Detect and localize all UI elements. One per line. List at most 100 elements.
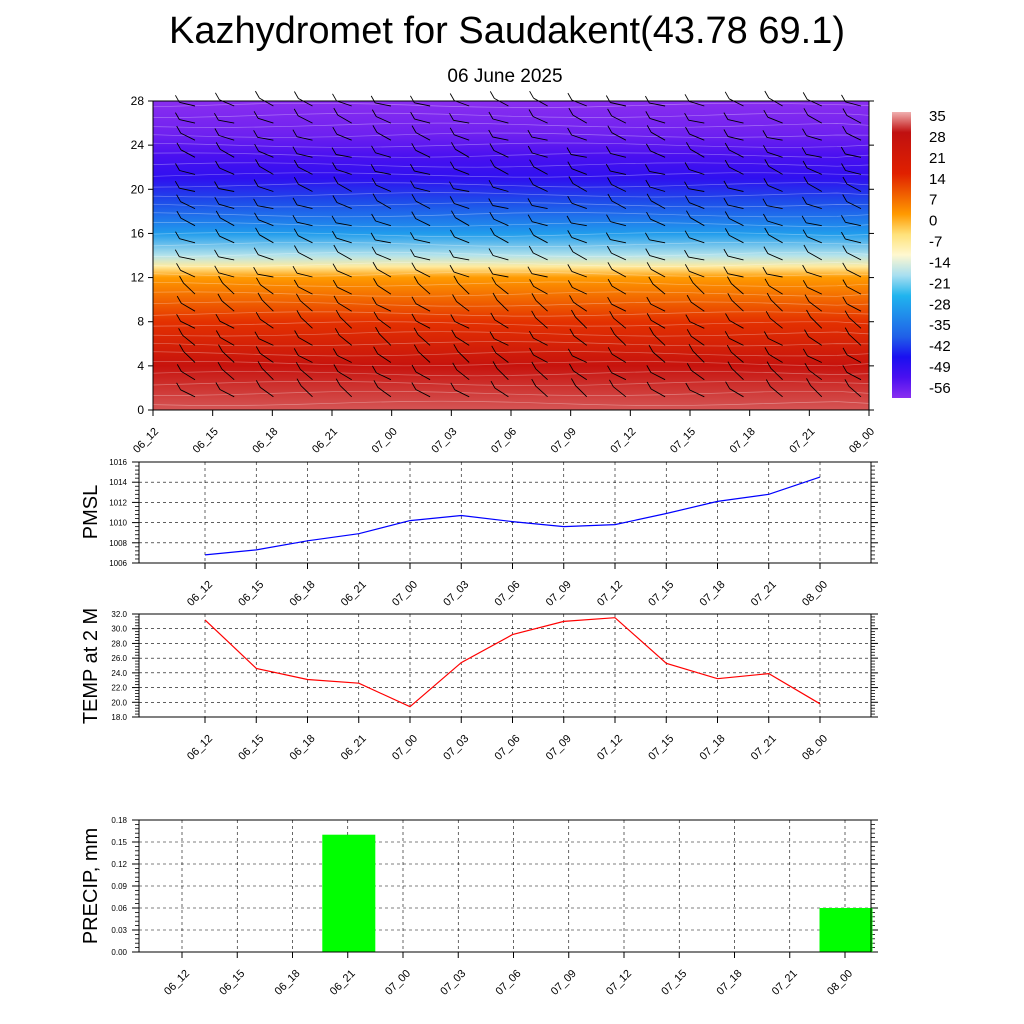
wind-barb bbox=[489, 91, 509, 107]
wind-barb bbox=[645, 179, 666, 192]
y-tick-label: 0.09 bbox=[111, 882, 127, 891]
y-tick-label: 22.0 bbox=[111, 684, 127, 693]
contour-line bbox=[152, 241, 870, 247]
wind-barb bbox=[294, 91, 313, 107]
contour-line bbox=[152, 301, 870, 307]
wind-barb bbox=[646, 211, 666, 227]
wind-barb bbox=[684, 181, 705, 192]
wind-barb bbox=[842, 347, 862, 363]
wind-barb bbox=[293, 176, 313, 192]
wind-barb bbox=[764, 90, 783, 107]
wind-barb bbox=[296, 378, 313, 398]
wind-barb bbox=[685, 382, 705, 398]
y-tick-label: 0.06 bbox=[111, 904, 127, 913]
contour-line bbox=[152, 112, 870, 118]
contour-line bbox=[152, 390, 870, 396]
wind-barb bbox=[490, 380, 509, 398]
wind-barb bbox=[527, 129, 548, 141]
wind-barb bbox=[492, 361, 509, 381]
wind-barb bbox=[763, 213, 783, 227]
wind-barb bbox=[293, 159, 313, 175]
wind-barb bbox=[686, 142, 705, 158]
wind-barb bbox=[724, 159, 744, 175]
wind-barb bbox=[842, 245, 862, 261]
wind-barb bbox=[531, 293, 548, 312]
wind-barb bbox=[176, 210, 196, 227]
wind-barb bbox=[215, 330, 235, 346]
wind-barb bbox=[450, 229, 470, 244]
wind-barb bbox=[488, 248, 509, 261]
y-tick-label: 30.0 bbox=[111, 625, 127, 634]
vertical-temperature-cross-section: 0 4 8 12 16 20 24 28 06_12 06_15 06_18 06_21 07_00 07… bbox=[131, 90, 877, 456]
wind-barb bbox=[649, 327, 666, 346]
wind-barb bbox=[253, 247, 274, 261]
x-tick-label: 07_21 bbox=[749, 579, 779, 609]
wind-barb bbox=[292, 146, 313, 158]
wind-barb bbox=[842, 296, 862, 312]
y-axis-label: PMSL bbox=[80, 485, 102, 539]
wind-barb bbox=[726, 344, 744, 363]
wind-barb bbox=[413, 327, 431, 346]
wind-barb bbox=[492, 292, 509, 312]
wind-barb bbox=[214, 196, 235, 210]
wind-barb bbox=[605, 163, 626, 175]
x-tick-label: 06_12 bbox=[131, 426, 161, 456]
wind-barb bbox=[253, 179, 274, 192]
wind-barb bbox=[723, 129, 744, 141]
wind-barb bbox=[763, 145, 783, 158]
wind-barb bbox=[804, 362, 823, 381]
x-tick-label: 06_21 bbox=[339, 579, 369, 609]
wind-barb bbox=[765, 379, 783, 398]
wind-barb bbox=[802, 348, 822, 363]
wind-barb bbox=[607, 177, 627, 192]
wind-barb bbox=[806, 309, 823, 329]
x-tick-label: 08_00 bbox=[800, 579, 830, 609]
colorbar-scale bbox=[892, 112, 911, 398]
wind-barb bbox=[842, 365, 862, 381]
wind-barb bbox=[255, 227, 274, 244]
wind-barb bbox=[490, 227, 509, 244]
wind-barb bbox=[766, 361, 783, 381]
x-tick-label: 07_00 bbox=[383, 968, 413, 998]
wind-barb bbox=[842, 125, 862, 141]
wind-barb bbox=[763, 331, 783, 346]
wind-barb bbox=[607, 108, 627, 124]
wind-barb bbox=[332, 263, 352, 278]
colorbar-label: -49 bbox=[929, 359, 951, 376]
wind-barb bbox=[684, 230, 705, 244]
wind-barb bbox=[801, 215, 822, 227]
wind-barb bbox=[806, 378, 823, 398]
wind-barbs bbox=[174, 90, 862, 398]
wind-barb bbox=[214, 128, 235, 141]
wind-barb bbox=[294, 245, 313, 261]
x-tick-label: 07_15 bbox=[668, 426, 698, 456]
wind-barb bbox=[451, 142, 470, 158]
wind-barb bbox=[449, 181, 470, 192]
y-tick-label: 1008 bbox=[109, 539, 127, 548]
wind-barb bbox=[725, 313, 744, 329]
x-tick-label: 07_12 bbox=[604, 968, 634, 998]
precip-bar bbox=[322, 834, 376, 952]
wind-barb bbox=[684, 264, 705, 278]
wind-barb bbox=[684, 162, 705, 175]
wind-barb bbox=[763, 178, 783, 192]
wind-barb bbox=[801, 147, 822, 158]
wind-barb bbox=[765, 311, 783, 329]
wind-barb bbox=[411, 211, 431, 227]
wind-barb bbox=[331, 147, 352, 158]
contour-line bbox=[152, 231, 870, 238]
wind-barb bbox=[215, 382, 235, 398]
wind-barb bbox=[293, 228, 313, 244]
colorbar-label: 28 bbox=[929, 129, 946, 146]
wind-barb bbox=[727, 293, 744, 312]
x-tick-label: 07_09 bbox=[544, 579, 574, 609]
wind-barb bbox=[491, 345, 509, 363]
wind-barb bbox=[646, 262, 666, 278]
wind-barb bbox=[452, 362, 470, 381]
contour-line bbox=[152, 182, 870, 188]
wind-barb bbox=[723, 180, 744, 192]
wind-barb bbox=[372, 365, 392, 381]
wind-barb bbox=[215, 210, 235, 227]
wind-barb bbox=[292, 197, 313, 210]
